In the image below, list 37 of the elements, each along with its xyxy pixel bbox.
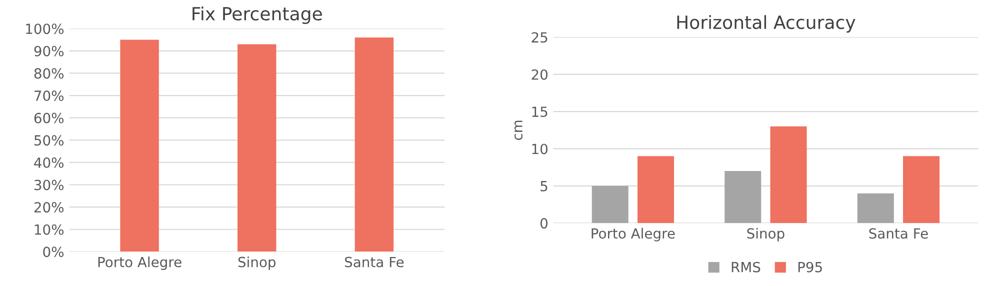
x-tick-label: Santa Fe [869,228,928,239]
y-tick-label: 25 [532,32,548,43]
y-tick-label: 0% [43,246,64,258]
y-tick-label: 60% [34,112,64,124]
y-tick-label: 30% [34,180,64,190]
chart-title: Horizontal Accuracy [677,15,856,33]
y-tick-label: 50% [34,135,64,146]
bar [120,40,159,252]
bar [770,126,807,224]
bar [354,38,394,252]
x-tick-label: Santa Fe [344,256,404,268]
bar [238,44,276,252]
x-tick-label: Porto Alegre [98,256,182,270]
y-tick-label: 40% [34,157,64,168]
y-axis-title: cm [514,120,522,140]
y-tick-label: 15 [532,106,548,118]
y-tick-label: 80% [34,68,64,79]
x-tick-label: Sinop [238,256,276,270]
x-tick-label: Porto Alegre [592,228,675,242]
bar [903,156,940,224]
legend-label: RMS [732,262,760,272]
legend-label: P95 [798,262,822,272]
y-tick-label: 5 [540,181,548,192]
y-tick-label: 100% [26,24,64,34]
bar [638,156,674,224]
bar [857,193,894,224]
y-tick-label: 20 [532,69,548,80]
y-tick-label: 10 [532,144,548,154]
bar [724,171,762,224]
bar [592,186,628,224]
y-tick-label: 90% [34,46,64,56]
x-tick-label: Sinop [747,228,784,242]
chart-title: Fix Percentage [192,6,322,24]
y-tick-label: 70% [34,90,64,101]
y-tick-label: 20% [34,202,64,213]
y-tick-label: 0 [540,218,548,229]
y-tick-label: 10% [34,224,64,235]
